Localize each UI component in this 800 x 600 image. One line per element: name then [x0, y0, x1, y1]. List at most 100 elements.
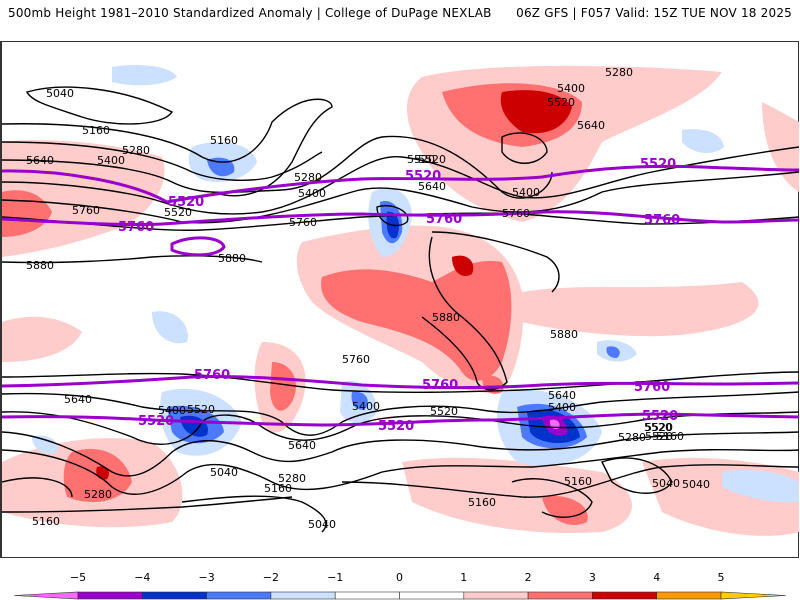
- contour-label: 5760: [502, 207, 530, 220]
- anomaly-neg-light: [152, 311, 188, 344]
- colorbar-swatch: [270, 591, 336, 600]
- contour-label: 5400: [97, 154, 125, 167]
- contour-5160-sh: [2, 464, 799, 513]
- contour-5520-sh: [2, 411, 799, 445]
- contour-label: 5280: [618, 431, 646, 444]
- highlight-label-5760: 5760: [634, 380, 670, 395]
- highlight-contours: [2, 164, 799, 427]
- highlight-label-5520: 5520: [138, 414, 174, 429]
- contour-label: 5520: [418, 153, 446, 166]
- anomaly-pos-light: [402, 457, 632, 533]
- anomaly-neg-light: [112, 65, 177, 86]
- colorbar-tick-label: 5: [717, 571, 725, 584]
- contour-5280-nh: [2, 141, 323, 181]
- highlight-label-5520: 5520: [168, 195, 204, 210]
- colorbar-tick-label: −3: [198, 571, 215, 584]
- contour-label: 5880: [550, 328, 578, 341]
- contour-label: 5760: [342, 353, 370, 366]
- contour-label: 5640: [288, 439, 316, 452]
- contour-label: 5280: [278, 472, 306, 485]
- anomaly-pos-light: [2, 140, 165, 257]
- highlight-label-5760: 5760: [118, 220, 154, 235]
- contour-label: 5160: [210, 134, 238, 147]
- contour-label: 5400: [548, 401, 576, 414]
- contour-5640-sh: [2, 391, 799, 436]
- contour-label: 5280: [605, 66, 633, 79]
- contour-label: 5160: [32, 515, 60, 528]
- contour-label: 5400: [158, 404, 186, 417]
- highlight-label-5760: 5760: [194, 368, 230, 383]
- colorbar-tick-label: 2: [524, 571, 532, 584]
- colorbar-extend-high: [720, 591, 787, 600]
- anomaly-colorbar: −5 −4 −3 −2 −1 0 1 2 3 4 5: [0, 568, 800, 600]
- highlight-label-5520: 5520: [405, 169, 441, 184]
- colorbar-tick-label: 3: [588, 571, 596, 584]
- contour-label: 5880: [218, 252, 246, 265]
- contour-label: 5760: [289, 216, 317, 229]
- contour-5400-nh: [2, 135, 553, 199]
- contour-label: 5160: [656, 430, 684, 443]
- anomaly-neg-light: [682, 129, 724, 154]
- contour-label: 5520: [547, 96, 575, 109]
- colorbar-tick-label: −1: [327, 571, 344, 584]
- colorbar-tick-label: −2: [262, 571, 279, 584]
- colorbar-swatch: [399, 591, 465, 600]
- anomaly-neg-medium: [606, 346, 620, 358]
- contour-label: 5640: [577, 119, 605, 132]
- highlight-5520-nh: [2, 164, 799, 204]
- map-title: 500mb Height 1981–2010 Standardized Anom…: [8, 6, 492, 20]
- contour-label: 5640: [548, 389, 576, 402]
- contour-5640-nh: [2, 171, 799, 224]
- contour-label: 5880: [26, 259, 54, 272]
- anomaly-pos-light: [522, 282, 759, 337]
- colorbar-tick-label: 0: [396, 571, 403, 584]
- highlight-label-5760: 5760: [644, 213, 680, 228]
- contour-label: 5040: [682, 478, 710, 491]
- anomaly-pos-strong: [500, 90, 572, 134]
- highlight-label-5520: 5520: [640, 157, 676, 172]
- map-canvas: 5040 5160 5280 5400 5520 5640 5760 5880 …: [2, 65, 799, 536]
- anomaly-pos-light: [762, 102, 799, 192]
- contour-5400-sh: [2, 431, 799, 477]
- colorbar-swatch: [77, 591, 143, 600]
- colorbar-swatch: [206, 591, 272, 600]
- contour-5880-sa: [421, 236, 508, 391]
- contour-label: 5160: [468, 496, 496, 509]
- contour-5520-nh: [2, 146, 799, 215]
- contour-label: 5400: [512, 186, 540, 199]
- model-run-info: 06Z GFS | F057 Valid: 15Z TUE NOV 18 202…: [516, 6, 792, 20]
- anomaly-pos-light: [2, 316, 82, 362]
- contour-label: 5520: [644, 421, 672, 434]
- contour-5160-nh: [2, 98, 333, 197]
- anomaly-pos-medium: [321, 261, 512, 381]
- anomaly-map: 5040 5160 5280 5400 5520 5640 5760 5880 …: [0, 41, 799, 558]
- anomaly-neg-medium: [351, 391, 368, 410]
- anomaly-neg-light: [32, 435, 58, 454]
- highlight-5520-sh: [2, 412, 799, 427]
- anomaly-pos-strong: [452, 255, 474, 277]
- contour-label: 5760: [72, 204, 100, 217]
- colorbar-swatch: [334, 591, 400, 600]
- contour-label: 5400: [557, 82, 585, 95]
- colorbar-swatch: [592, 591, 658, 600]
- anomaly-pos-medium: [542, 496, 588, 525]
- colorbar-swatch: [142, 591, 207, 600]
- highlight-labels: 5520 5520 5520 5760 5760 5760 5760 5760 …: [118, 157, 680, 434]
- contour-label: 5520: [430, 405, 458, 418]
- contour-5040-nh: [25, 86, 174, 125]
- highlight-5760-sh: [2, 375, 799, 390]
- contour-us-low: [376, 205, 409, 227]
- highlight-5760-nh: [2, 210, 799, 227]
- contour-5040-atl: [601, 457, 673, 494]
- anomaly-pos-medium: [270, 362, 296, 411]
- highlight-label-5520: 5520: [642, 409, 678, 424]
- contour-label: 5280: [84, 488, 112, 501]
- contour-label: 5640: [26, 154, 54, 167]
- contour-label: 5520: [164, 206, 192, 219]
- contour-label: 5520: [187, 403, 215, 416]
- contour-5760-sh: [2, 371, 799, 394]
- contour-label: 5040: [210, 466, 238, 479]
- anomaly-neg-light: [722, 470, 799, 503]
- colorbar-swatch: [527, 591, 593, 600]
- highlight-label-5520: 5520: [378, 419, 414, 434]
